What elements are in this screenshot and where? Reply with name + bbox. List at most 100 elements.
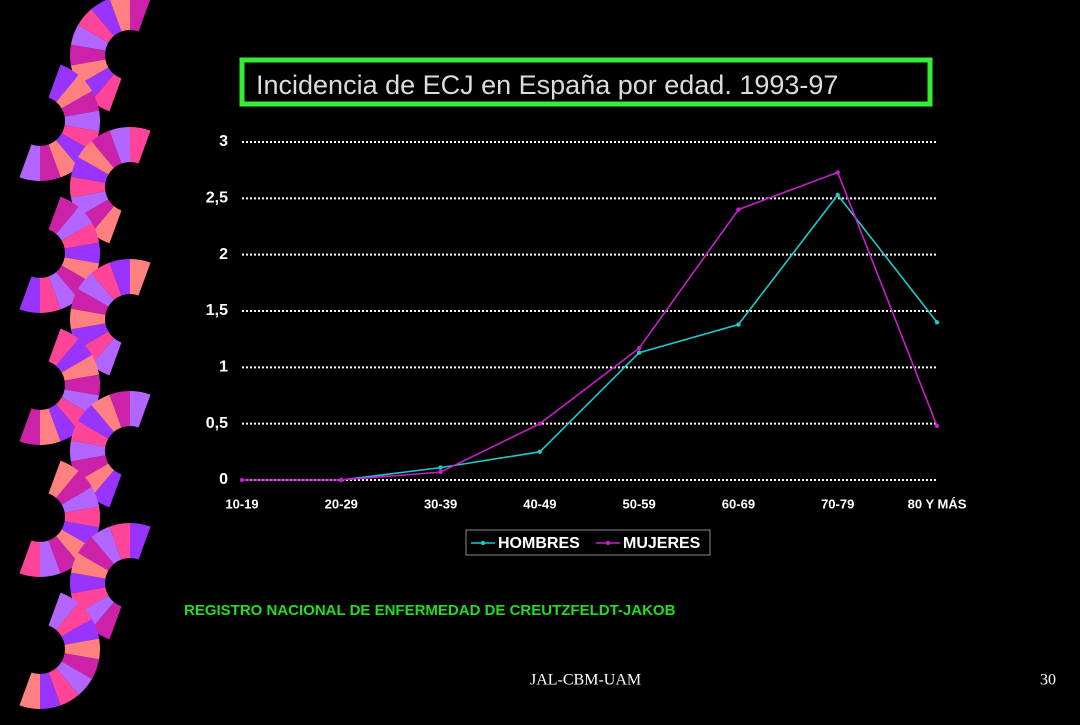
fan-wedge bbox=[40, 540, 61, 577]
fan-wedge bbox=[64, 506, 101, 528]
fan-wedge bbox=[19, 672, 40, 709]
fan-wedge bbox=[91, 0, 122, 36]
legend-marker bbox=[605, 540, 611, 546]
fan-wedge bbox=[48, 536, 79, 574]
fan-wedge bbox=[91, 130, 122, 168]
fan-wedge bbox=[61, 223, 100, 249]
fan-wedge bbox=[91, 206, 122, 244]
fan-wedge bbox=[78, 273, 114, 307]
x-tick-label: 60-69 bbox=[722, 496, 755, 511]
fan-wedge bbox=[91, 74, 122, 112]
data-point bbox=[239, 477, 245, 483]
y-tick-label: 3 bbox=[219, 133, 228, 150]
fan-wedge bbox=[70, 440, 106, 462]
data-point bbox=[537, 421, 543, 426]
data-point bbox=[438, 465, 443, 470]
fan-wedge bbox=[78, 537, 114, 571]
decoration bbox=[19, 0, 151, 709]
fan-wedge bbox=[19, 276, 40, 313]
data-point bbox=[835, 192, 840, 198]
page-number: 30 bbox=[1040, 672, 1056, 689]
fan-wedge bbox=[40, 408, 61, 445]
fan-wedge bbox=[48, 140, 79, 178]
fan-wedge bbox=[91, 262, 122, 300]
fan-wedge bbox=[130, 523, 151, 560]
x-tick-label: 40-49 bbox=[523, 496, 556, 511]
fan-wedge bbox=[130, 259, 151, 296]
fan-wedge bbox=[109, 259, 130, 296]
fan-wedge bbox=[48, 668, 79, 706]
fan-wedge bbox=[61, 653, 100, 679]
fan-wedge bbox=[70, 421, 109, 447]
fan-wedge bbox=[70, 308, 106, 330]
fan-wedge bbox=[56, 471, 92, 505]
fan-wedge bbox=[48, 460, 79, 498]
fan-wedge bbox=[78, 9, 114, 43]
fan-wedge bbox=[70, 157, 109, 183]
fan-wedge bbox=[91, 394, 122, 432]
series-line bbox=[242, 171, 938, 481]
fan-wedge bbox=[56, 339, 92, 373]
title-box bbox=[239, 57, 933, 107]
fan-wedge bbox=[91, 470, 122, 508]
fan-wedge bbox=[61, 487, 100, 513]
fan-wedge bbox=[61, 619, 100, 645]
footer: JAL-CBM-UAM bbox=[530, 672, 641, 689]
fan-wedge bbox=[40, 672, 61, 709]
fan-wedge bbox=[48, 404, 79, 442]
fan-wedge bbox=[64, 638, 101, 660]
data-point bbox=[736, 207, 741, 212]
fan-wedge bbox=[70, 553, 109, 579]
fan-wedge bbox=[56, 75, 92, 109]
data-point bbox=[636, 350, 642, 355]
fan-wedge bbox=[40, 144, 61, 181]
fan-wedge bbox=[19, 144, 40, 181]
x-tick-label: 30-39 bbox=[424, 496, 457, 511]
data-point bbox=[339, 477, 344, 483]
fan-wedge bbox=[70, 289, 109, 315]
data-point bbox=[537, 449, 543, 455]
data-point bbox=[736, 322, 741, 327]
x-tick-label: 70-79 bbox=[821, 496, 854, 511]
fan-wedge bbox=[64, 242, 100, 264]
x-tick-label: 80 Y MÁS bbox=[908, 496, 967, 511]
fan-wedge bbox=[56, 661, 92, 695]
fan-wedge bbox=[109, 523, 130, 560]
fan-wedge bbox=[64, 110, 100, 132]
fan-wedge bbox=[91, 526, 122, 564]
data-point bbox=[835, 170, 840, 175]
fan-wedge bbox=[48, 592, 79, 630]
fan-wedge bbox=[64, 374, 100, 396]
fan-wedge bbox=[61, 91, 100, 117]
y-tick-label: 2 bbox=[219, 246, 228, 263]
fan-wedge bbox=[109, 127, 130, 164]
x-tick-label: 20-29 bbox=[325, 496, 358, 511]
fan-wedge bbox=[48, 196, 79, 234]
fan-wedge bbox=[109, 391, 130, 428]
legend-label: MUJERES bbox=[623, 535, 701, 552]
fan-wedge bbox=[130, 391, 151, 428]
fan-wedge bbox=[130, 127, 151, 164]
fan-wedge bbox=[40, 276, 61, 313]
fan-wedge bbox=[61, 355, 100, 381]
legend-label: HOMBRES bbox=[498, 535, 580, 552]
fan-wedge bbox=[91, 338, 122, 376]
y-tick-label: 1 bbox=[219, 359, 228, 376]
y-tick-label: 1,5 bbox=[206, 302, 228, 319]
data-point bbox=[636, 345, 642, 351]
x-tick-label: 50-59 bbox=[623, 496, 656, 511]
data-point bbox=[934, 423, 940, 429]
data-point bbox=[934, 320, 940, 325]
fan-wedge bbox=[109, 0, 130, 32]
fan-wedge bbox=[78, 141, 114, 175]
chart-title: Incidencia de ECJ en España por edad. 19… bbox=[256, 70, 838, 100]
data-point bbox=[438, 469, 443, 475]
x-tick-label: 10-19 bbox=[225, 496, 258, 511]
fan-wedge bbox=[19, 540, 40, 577]
legend-box bbox=[465, 529, 711, 556]
series-line bbox=[341, 193, 938, 481]
fan-wedge bbox=[78, 405, 114, 439]
fan-wedge bbox=[56, 207, 92, 241]
fan-wedge bbox=[70, 176, 106, 198]
